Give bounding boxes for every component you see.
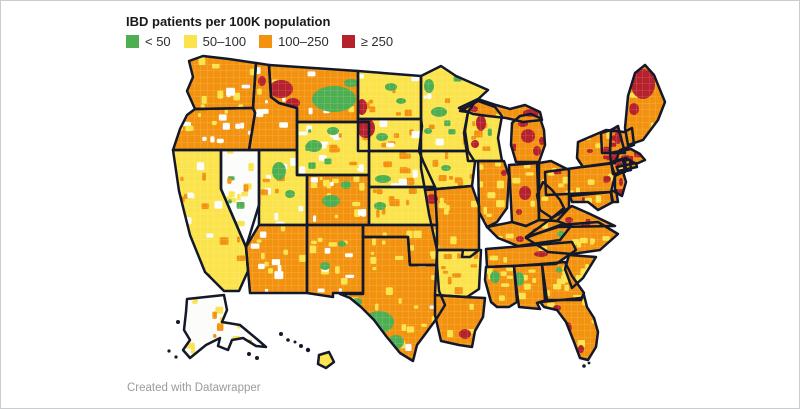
red-swatch (341, 35, 355, 48)
legend-items: < 50 50–100 100–250 ≥ 250 (126, 34, 393, 49)
legend-label-250-plus: ≥ 250 (360, 34, 394, 49)
legend-label-under-50: < 50 (145, 34, 171, 49)
legend-label-100-250: 100–250 (278, 34, 329, 49)
green-swatch (126, 35, 139, 48)
orange-swatch (259, 35, 273, 48)
legend-title: IBD patients per 100K population (126, 14, 331, 29)
us-choropleth-map[interactable] (129, 51, 677, 396)
legend-item-250-plus: ≥ 250 (341, 34, 394, 49)
map-legend: IBD patients per 100K population < 50 50… (126, 14, 393, 49)
datawrapper-attribution[interactable]: Created with Datawrapper (127, 382, 261, 394)
legend-label-50-100: 50–100 (202, 34, 247, 49)
yellow-swatch (183, 35, 197, 48)
legend-item-under-50: < 50 (126, 34, 171, 49)
legend-item-100-250: 100–250 (259, 34, 329, 49)
legend-item-50-100: 50–100 (183, 34, 247, 49)
